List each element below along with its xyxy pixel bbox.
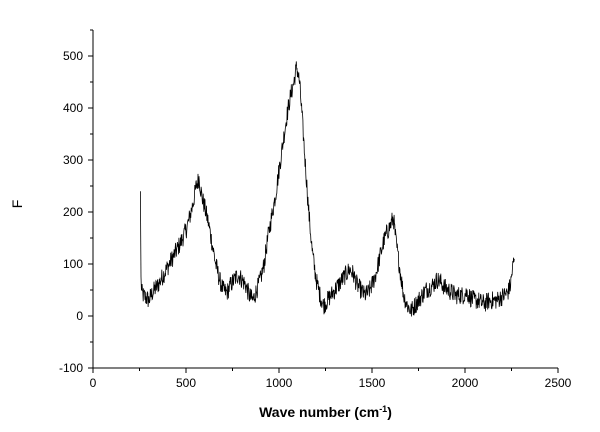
x-tick-label: 2500 xyxy=(545,376,572,390)
ticks: 0 500 1000 1500 2000 2500 -100 0 100 200 300 400 500 xyxy=(59,29,572,390)
x-tick-label: 1500 xyxy=(359,376,386,390)
plot-area xyxy=(140,61,515,317)
y-tick-label: 400 xyxy=(63,101,83,115)
spectrum-line xyxy=(140,61,515,317)
x-tick-label: 500 xyxy=(176,376,196,390)
x-axis-title: Wave number (cm-1) xyxy=(259,404,392,420)
y-tick-label: 300 xyxy=(63,153,83,167)
y-axis-title: F xyxy=(9,200,25,209)
y-tick-label: 500 xyxy=(63,49,83,63)
y-tick-label: 100 xyxy=(63,257,83,271)
axes xyxy=(92,30,558,369)
x-tick-label: 2000 xyxy=(452,376,479,390)
y-tick-label: -100 xyxy=(59,361,83,375)
x-axis-title-sup: -1 xyxy=(379,404,387,414)
x-tick-label: 0 xyxy=(90,376,97,390)
x-axis-title-main: Wave number (cm xyxy=(259,404,379,420)
y-tick-label: 200 xyxy=(63,205,83,219)
x-axis-title-close: ) xyxy=(387,404,392,420)
y-tick-label: 0 xyxy=(76,309,83,323)
x-tick-label: 1000 xyxy=(266,376,293,390)
